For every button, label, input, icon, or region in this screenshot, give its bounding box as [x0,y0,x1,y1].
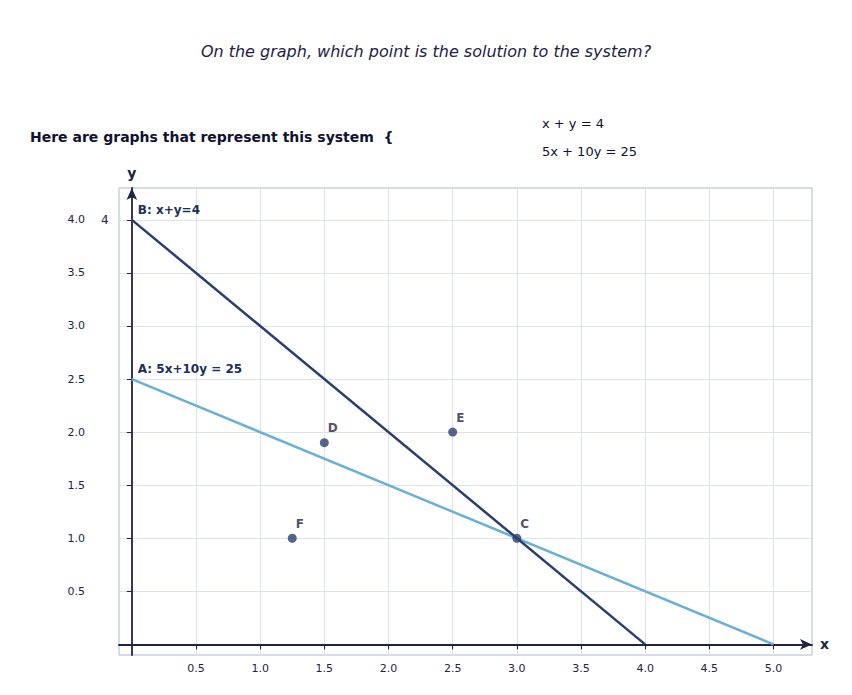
svg-text:D: D [328,421,338,435]
svg-text:x: x [820,636,829,652]
svg-text:3.5: 3.5 [572,662,590,675]
svg-text:0.5: 0.5 [68,585,86,598]
svg-text:x + y = 4: x + y = 4 [542,116,604,131]
svg-text:C: C [520,517,529,531]
svg-text:3.5: 3.5 [68,266,86,279]
svg-text:4.5: 4.5 [701,662,719,675]
svg-text:5.0: 5.0 [765,662,783,675]
svg-text:y: y [127,165,136,181]
svg-text:1.0: 1.0 [251,662,269,675]
svg-text:B: x+y=4: B: x+y=4 [138,203,200,217]
svg-text:2.0: 2.0 [380,662,398,675]
svg-text:Here are graphs that represent: Here are graphs that represent this syst… [30,129,394,145]
svg-text:1.0: 1.0 [68,532,86,545]
svg-text:1.5: 1.5 [68,479,86,492]
svg-text:3.0: 3.0 [508,662,526,675]
svg-text:0.5: 0.5 [187,662,205,675]
svg-text:On the graph, which point is t: On the graph, which point is the solutio… [201,42,652,61]
svg-text:5x + 10y = 25: 5x + 10y = 25 [542,144,637,159]
svg-text:4.0: 4.0 [636,662,654,675]
svg-text:4: 4 [101,213,109,227]
svg-text:1.5: 1.5 [316,662,334,675]
svg-text:2.0: 2.0 [68,426,86,439]
svg-text:4.0: 4.0 [68,213,86,226]
svg-text:E: E [456,411,464,425]
svg-text:F: F [296,517,304,531]
svg-text:A: 5x+10y = 25: A: 5x+10y = 25 [138,362,242,376]
svg-text:2.5: 2.5 [444,662,462,675]
svg-text:2.5: 2.5 [68,373,86,386]
svg-text:3.0: 3.0 [68,319,86,332]
